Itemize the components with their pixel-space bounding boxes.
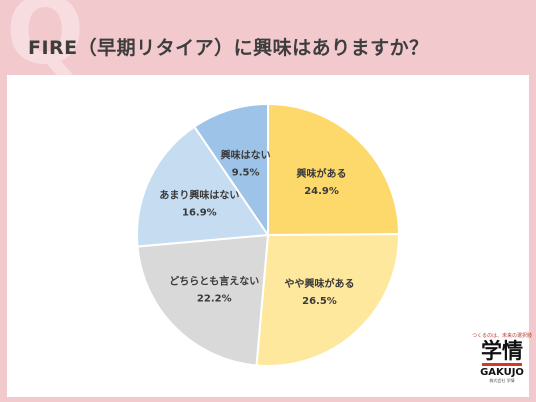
page-title: FIRE（早期リタイア）に興味はありますか？ <box>28 37 429 59</box>
slice-label-1: やや興味がある <box>284 277 354 290</box>
logo-tagline: つくるのは、未来の選択肢 <box>472 333 532 339</box>
pie-slice-4 <box>192 102 269 239</box>
logo-bar <box>482 363 522 366</box>
pie-chart: 興味がある 24.9% やや興味がある 26.5% どちらとも言えない 22.2% あまり興… <box>136 102 401 367</box>
logo-company: 株式会社 学情 <box>489 378 515 383</box>
slice-label-4: 興味はない <box>221 148 271 161</box>
logo-name: GAKUJO <box>480 367 524 378</box>
chart-panel: 興味がある 24.9% やや興味がある 26.5% どちらとも言えない 22.2% あまり興… <box>7 75 529 397</box>
pie-slice-1 <box>255 233 400 367</box>
pie-slice-3 <box>136 125 270 248</box>
slice-value-1: 26.5% <box>302 296 337 307</box>
pie-slice-0 <box>267 102 401 237</box>
slice-label-0: 興味がある <box>297 167 347 180</box>
slice-value-3: 16.9% <box>182 207 217 218</box>
gakujo-logo: つくるのは、未来の選択肢 学情 GAKUJO 株式会社 学情 <box>471 333 533 399</box>
slice-value-2: 22.2% <box>197 294 232 305</box>
slice-label-2: どちらとも言えない <box>169 275 259 288</box>
slice-value-4: 9.5% <box>232 167 260 178</box>
slice-label-3: あまり興味はない <box>159 188 239 201</box>
slice-value-0: 24.9% <box>304 186 339 197</box>
logo-mark: 学情 <box>481 338 523 363</box>
pie-slice-2 <box>136 233 270 367</box>
